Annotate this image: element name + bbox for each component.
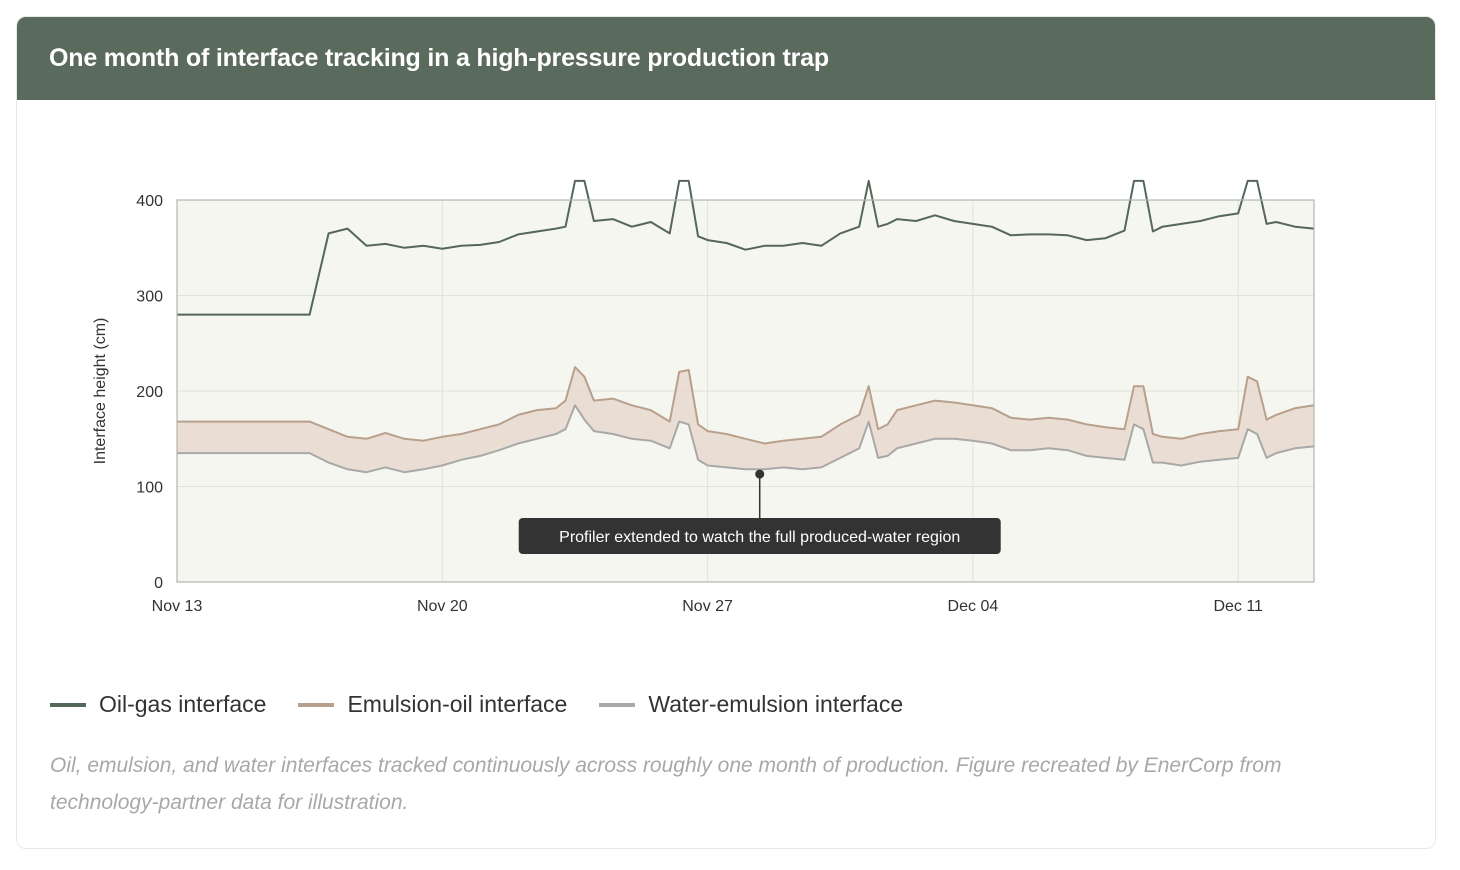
legend-label-oil-gas: Oil-gas interface [99, 691, 267, 717]
legend-item-water-emulsion[interactable]: Water-emulsion interface [599, 691, 903, 718]
series-line [177, 366, 1315, 445]
annotation-box [518, 518, 1001, 554]
x-tick-label: Dec 04 [948, 598, 999, 615]
x-tick-label: Nov 13 [152, 598, 203, 615]
y-axis-label: Interface height (cm) [92, 318, 109, 465]
legend-swatch-oil-gas [50, 702, 86, 707]
y-tick-label: 100 [136, 480, 163, 497]
y-tick-label: 200 [136, 384, 163, 401]
chart-caption: Oil, emulsion, and water interfaces trac… [50, 754, 1282, 814]
chart-card: One month of interface tracking in a hig… [16, 16, 1436, 849]
x-tick-label: Dec 11 [1213, 598, 1263, 615]
legend-item-emulsion-oil[interactable]: Emulsion-oil interface [298, 691, 567, 718]
annotation-marker [755, 469, 765, 479]
emulsion-band [177, 367, 1314, 473]
legend-label-emulsion-oil: Emulsion-oil interface [347, 691, 568, 717]
series-line [177, 179, 1315, 316]
legend-swatch-emulsion-oil [298, 702, 335, 707]
x-tick-label: Nov 20 [417, 598, 468, 615]
annotation-text: Profiler extended to watch the full prod… [559, 529, 960, 546]
legend-item-oil-gas[interactable]: Oil-gas interface [50, 691, 266, 718]
series-line [177, 404, 1315, 474]
y-tick-label: 400 [136, 193, 163, 210]
series-emulsion-oil-interface [177, 366, 1315, 445]
chart-legend: Oil-gas interface Emulsion-oil interface… [50, 691, 935, 718]
chart-svg: 0 100 200 300 400 Nov 13 Nov 20 Nov 27 Dec 04 Dec… [92, 179, 1315, 615]
x-tick-label: Nov 27 [682, 598, 733, 615]
legend-label-water-emulsion: Water-emulsion interface [648, 691, 904, 717]
y-tick-label: 0 [154, 575, 163, 592]
series-water-emulsion-interface [177, 404, 1315, 474]
card-header: One month of interface tracking in a hig… [17, 17, 1435, 100]
plot-frame [176, 199, 1315, 583]
chart-title: One month of interface tracking in a hig… [49, 44, 829, 72]
series-oil-gas-interface [177, 179, 1315, 316]
y-tick-label: 300 [136, 289, 163, 306]
legend-swatch-water-emulsion [599, 702, 636, 707]
